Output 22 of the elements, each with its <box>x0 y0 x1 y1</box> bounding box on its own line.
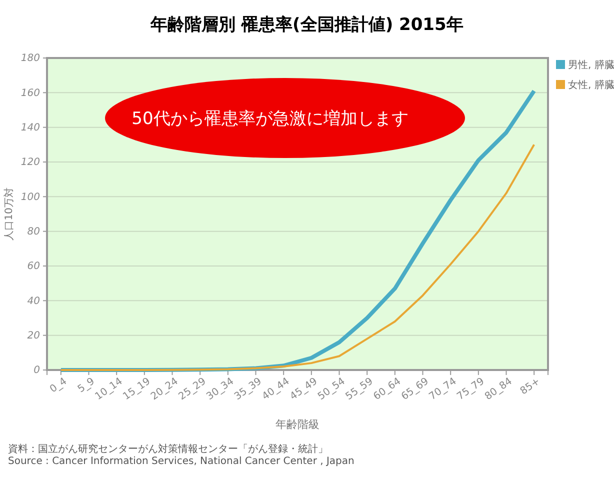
y-tick-label: 100 <box>20 192 40 203</box>
y-tick-label: 60 <box>27 261 40 272</box>
y-tick-label: 120 <box>20 157 40 168</box>
y-tick-label: 140 <box>20 122 40 134</box>
line-series <box>60 144 536 371</box>
y-tick-label: 20 <box>27 330 40 342</box>
y-tick-label: 0 <box>34 365 40 376</box>
y-tick-label: 160 <box>20 88 40 99</box>
x-tick-label: 0_4 <box>48 376 70 396</box>
y-tick-label: 40 <box>27 296 40 307</box>
annotation: 50代から罹患率が急激に増加します <box>132 109 408 129</box>
chart-title: 年齢階層別 罹患率(全国推計値) 2015年 <box>150 15 464 35</box>
source-note: Source : Cancer Information Services, National Cancer Center , Japan <box>8 456 354 467</box>
x-axis-title: 年齢階級 <box>276 418 320 431</box>
x-tick-label: 85+ <box>518 376 542 398</box>
y-axis-title: 人口10万対 <box>3 188 15 240</box>
legend-label: 女性, 膵臓 <box>568 79 614 91</box>
legend-label: 男性, 膵臓 <box>568 59 614 71</box>
y-tick-label: 80 <box>27 226 40 238</box>
text: 資料：国立がん研究センターがん対策情報センター「がん登録・統計」 <box>8 443 328 455</box>
x-tick-label: 5_9 <box>76 376 97 396</box>
y-tick-label: 180 <box>20 53 40 64</box>
